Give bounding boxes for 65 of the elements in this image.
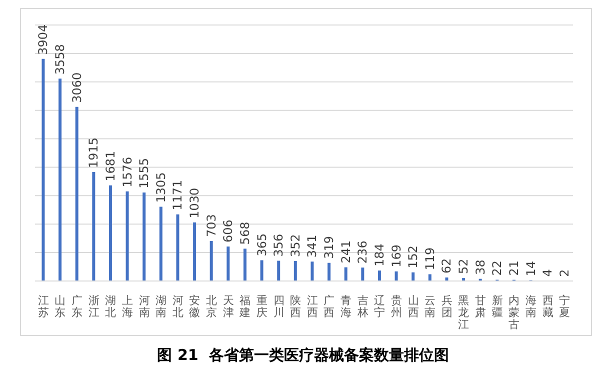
data-label: 365 [254, 233, 269, 256]
x-tick-label: 湖南 [156, 294, 167, 319]
data-label: 38 [473, 260, 488, 275]
x-tick-label: 北京 [206, 294, 218, 319]
data-label: 14 [524, 260, 538, 276]
x-tick-label: 山东 [54, 294, 66, 319]
data-label: 52 [456, 258, 471, 274]
data-label: 3060 [70, 72, 84, 103]
x-tick-label: 贵州 [390, 294, 402, 319]
data-label: 2 [557, 269, 572, 277]
data-label: 241 [338, 240, 353, 264]
x-tick-label: 陕西 [290, 294, 302, 319]
data-label: 1030 [188, 188, 202, 218]
data-label: 352 [288, 234, 302, 257]
data-label: 119 [422, 247, 437, 270]
x-tick-label: 广西 [324, 294, 335, 319]
x-tick-label: 青海 [340, 294, 352, 319]
x-tick-label: 西藏 [542, 294, 554, 319]
data-label: 1305 [154, 172, 168, 203]
x-tick-label: 福建 [238, 294, 251, 319]
x-tick-label: 新疆 [492, 294, 503, 319]
x-tick-label: 吉林 [356, 294, 368, 319]
data-label: 341 [305, 234, 320, 258]
x-tick-label: 湖北 [105, 294, 116, 319]
data-label: 152 [406, 245, 420, 268]
x-tick-label: 河北 [172, 294, 184, 319]
x-tick-label: 海南 [525, 294, 536, 319]
data-label: 3558 [53, 44, 68, 75]
x-tick-label: 重庆 [256, 294, 268, 319]
x-tick-label: 广东 [72, 294, 83, 319]
x-tick-label: 河南 [138, 294, 150, 319]
x-tick-label: 云南 [424, 294, 436, 319]
data-label: 568 [238, 222, 252, 245]
x-tick-label: 内蒙古 [508, 294, 520, 331]
data-label: 356 [272, 234, 286, 257]
x-tick-label: 黑龙江 [458, 294, 470, 331]
x-tick-label: 山西 [408, 294, 419, 319]
data-label: 21 [506, 260, 521, 276]
x-tick-label: 辽宁 [374, 294, 386, 319]
data-label: 606 [221, 220, 236, 243]
x-tick-label: 天津 [222, 294, 234, 319]
x-tick-label: 浙江 [88, 294, 100, 319]
data-label: 319 [322, 236, 336, 259]
x-tick-label: 宁夏 [559, 294, 570, 319]
data-label: 4 [540, 269, 555, 277]
x-tick-label: 江西 [306, 294, 318, 319]
data-label: 22 [490, 260, 504, 276]
data-label: 1915 [86, 138, 101, 168]
x-tick-label: 安徽 [189, 294, 200, 319]
data-label: 1171 [170, 180, 185, 210]
data-label: 184 [372, 244, 386, 267]
data-label: 169 [389, 244, 404, 268]
data-label: 3904 [36, 24, 50, 55]
data-label: 1555 [137, 158, 152, 189]
data-label: 1681 [103, 150, 118, 182]
data-label: 703 [204, 214, 218, 238]
x-tick-label: 兵团 [441, 294, 452, 319]
x-tick-label: 四川 [273, 294, 284, 319]
x-tick-label: 上海 [122, 294, 133, 319]
data-label: 236 [356, 240, 370, 264]
x-tick-label: 甘肃 [475, 294, 486, 319]
text: 图 21 各省第一类医疗器械备案数量排位图 [156, 346, 450, 365]
data-label: 1576 [120, 156, 134, 188]
x-tick-label: 江苏 [38, 294, 49, 319]
data-label: 62 [440, 258, 454, 274]
